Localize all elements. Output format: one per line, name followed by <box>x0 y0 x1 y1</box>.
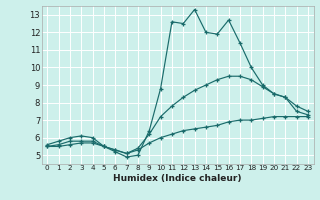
X-axis label: Humidex (Indice chaleur): Humidex (Indice chaleur) <box>113 174 242 183</box>
